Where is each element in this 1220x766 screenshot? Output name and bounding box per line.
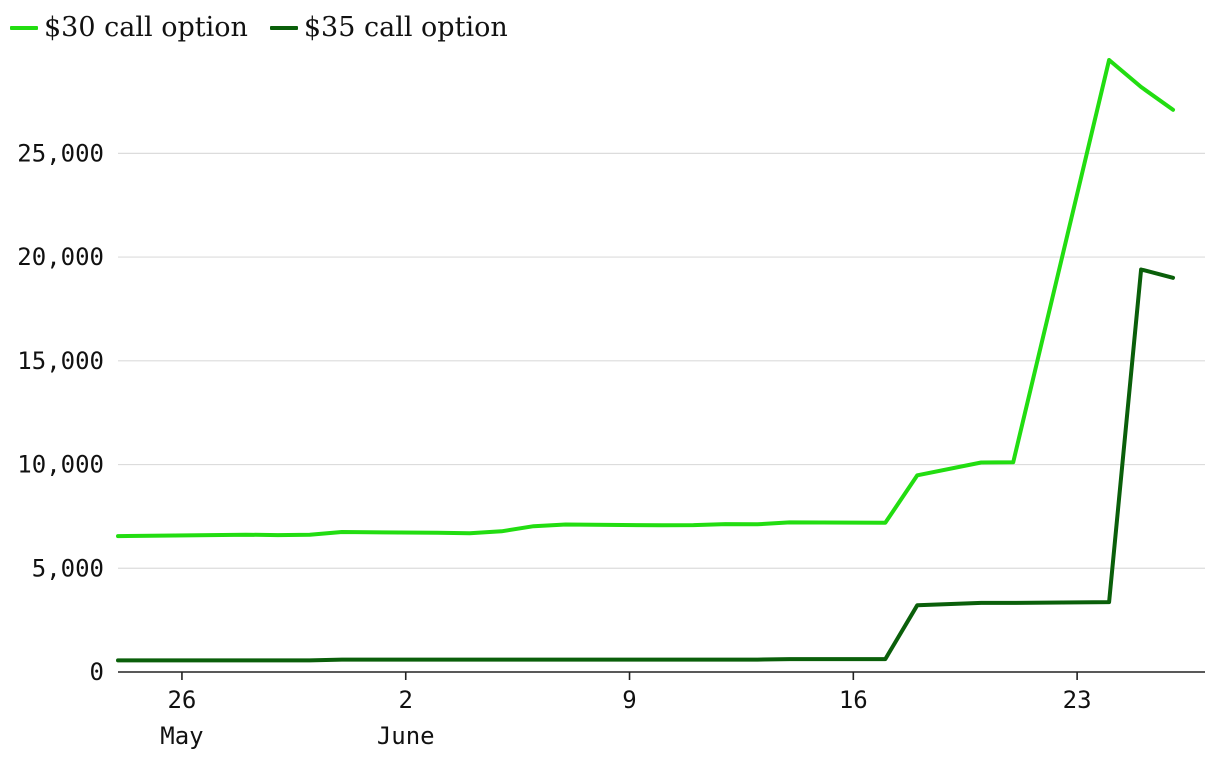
y-tick-label: 0 — [90, 658, 104, 686]
x-tick-month-label: June — [377, 722, 435, 750]
x-tick-label: 9 — [622, 686, 636, 714]
series-lines — [116, 58, 1175, 663]
chart-legend: $30 call option $35 call option — [10, 12, 530, 43]
series-line-35-call — [116, 267, 1175, 663]
x-tick-label: 26 — [167, 686, 196, 714]
y-tick-label: 25,000 — [17, 139, 104, 167]
x-tick-month-label: May — [160, 722, 203, 750]
y-axis-labels: 0 5,000 10,000 15,000 20,000 25,000 — [17, 139, 104, 686]
series-line-30-call — [116, 58, 1175, 539]
x-axis-ticks: 26 May 2 June 9 16 23 — [160, 672, 1092, 750]
legend-label-30-call: $30 call option — [44, 12, 248, 43]
x-tick-label: 16 — [839, 686, 868, 714]
gridlines — [118, 152, 1205, 569]
x-tick-label: 2 — [399, 686, 413, 714]
y-tick-label: 20,000 — [17, 243, 104, 271]
legend-swatch-35-call — [269, 25, 298, 30]
y-tick-label: 15,000 — [17, 347, 104, 375]
legend-item-30-call: $30 call option — [10, 12, 248, 43]
x-tick-label: 23 — [1063, 686, 1092, 714]
legend-swatch-30-call — [10, 25, 38, 30]
legend-item-35-call: $35 call option — [269, 12, 508, 43]
legend-label-35-call: $35 call option — [303, 12, 508, 43]
y-tick-label: 5,000 — [32, 554, 104, 582]
y-tick-label: 10,000 — [17, 451, 104, 479]
